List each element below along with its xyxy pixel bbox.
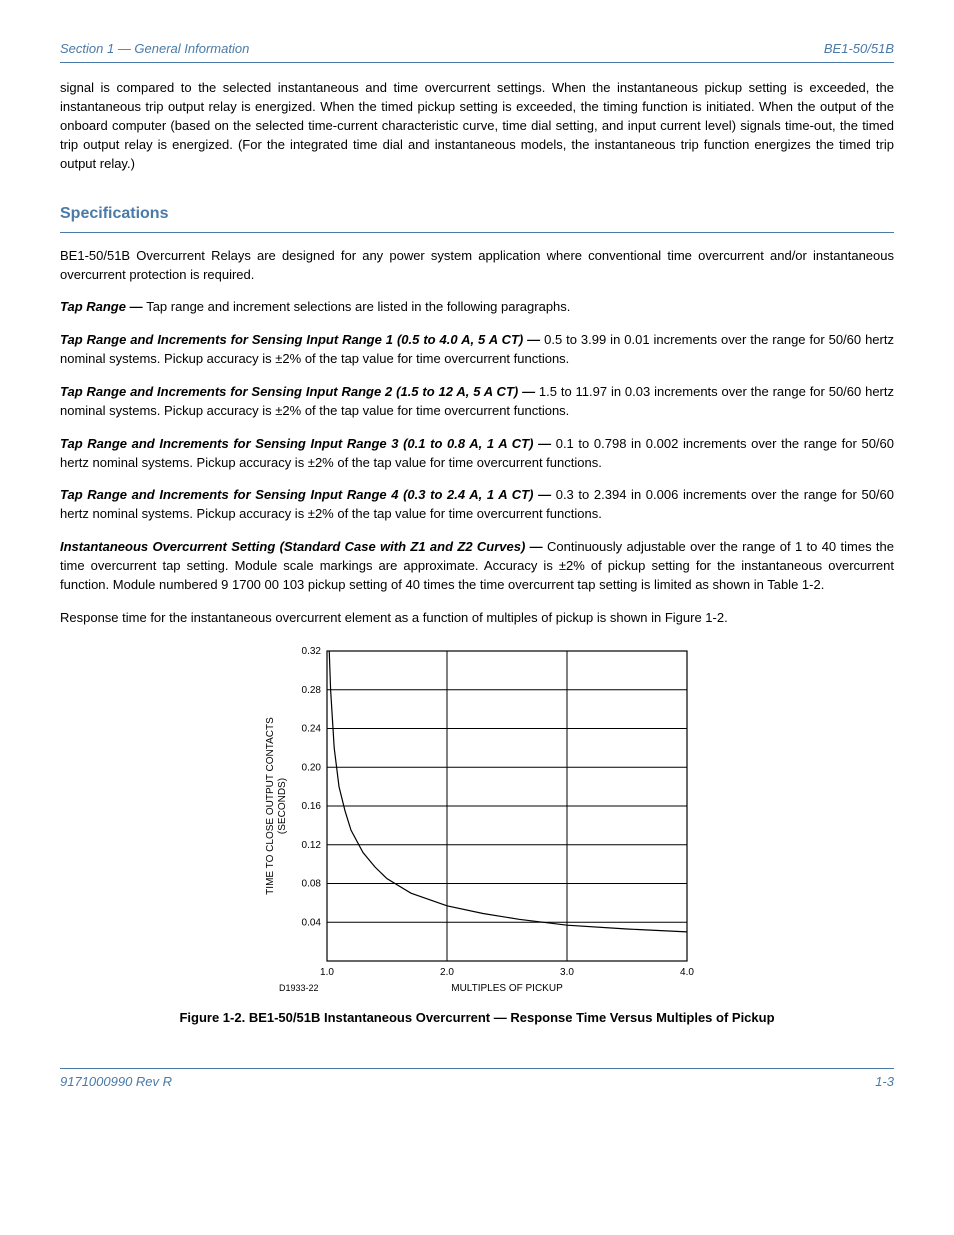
svg-text:0.12: 0.12 (302, 840, 322, 851)
spec-para-head: Tap Range and Increments for Sensing Inp… (60, 332, 544, 347)
spec-para-head: Tap Range — (60, 299, 146, 314)
spec-paragraph: Tap Range — Tap range and increment sele… (60, 298, 894, 317)
svg-text:(SECONDS): (SECONDS) (277, 778, 288, 834)
svg-text:4.0: 4.0 (680, 967, 694, 978)
intro-paragraph: signal is compared to the selected insta… (60, 79, 894, 173)
spec-paragraph: Response time for the instantaneous over… (60, 609, 894, 628)
spec-paragraph: Tap Range and Increments for Sensing Inp… (60, 486, 894, 524)
footer-right: 1-3 (875, 1073, 894, 1091)
spec-para-head: Tap Range and Increments for Sensing Inp… (60, 384, 539, 399)
spec-para-head: Tap Range and Increments for Sensing Inp… (60, 487, 556, 502)
page-header: Section 1 — General Information BE1-50/5… (60, 40, 894, 58)
svg-text:3.0: 3.0 (560, 967, 574, 978)
header-left: Section 1 — General Information (60, 40, 249, 58)
svg-text:0.08: 0.08 (302, 879, 322, 890)
svg-text:1.0: 1.0 (320, 967, 334, 978)
svg-text:MULTIPLES OF PICKUP: MULTIPLES OF PICKUP (451, 983, 563, 994)
svg-text:0.28: 0.28 (302, 685, 322, 696)
section-rule (60, 232, 894, 233)
spec-paragraph: BE1-50/51B Overcurrent Relays are design… (60, 247, 894, 285)
chart-container: 1.0 2.0 3.0 4.0 0.04 0.08 0.12 0.16 0.20 0.24 0.28… (60, 641, 894, 1001)
spec-paragraph: Instantaneous Overcurrent Setting (Stand… (60, 538, 894, 595)
svg-text:TIME TO CLOSE OUTPUT CONTACTS: TIME TO CLOSE OUTPUT CONTACTS (265, 717, 276, 895)
svg-text:0.32: 0.32 (302, 646, 322, 657)
spec-paragraphs-container: BE1-50/51B Overcurrent Relays are design… (60, 247, 894, 628)
spec-paragraph: Tap Range and Increments for Sensing Inp… (60, 331, 894, 369)
header-right: BE1-50/51B (824, 40, 894, 58)
svg-text:0.16: 0.16 (302, 801, 322, 812)
svg-text:0.24: 0.24 (302, 724, 322, 735)
svg-text:0.04: 0.04 (302, 918, 322, 929)
chart-figure: 1.0 2.0 3.0 4.0 0.04 0.08 0.12 0.16 0.20 0.24 0.28… (237, 641, 717, 1001)
spec-paragraph: Tap Range and Increments for Sensing Inp… (60, 435, 894, 473)
page-footer: 9171000990 Rev R 1-3 (60, 1068, 894, 1091)
header-rule (60, 62, 894, 63)
spec-para-head: Instantaneous Overcurrent Setting (Stand… (60, 539, 547, 554)
svg-text:0.20: 0.20 (302, 763, 322, 774)
svg-text:2.0: 2.0 (440, 967, 454, 978)
svg-text:D1933-22: D1933-22 (279, 983, 319, 993)
spec-paragraph: Tap Range and Increments for Sensing Inp… (60, 383, 894, 421)
figure-caption: Figure 1-2. BE1-50/51B Instantaneous Ove… (60, 1009, 894, 1027)
footer-left: 9171000990 Rev R (60, 1073, 172, 1091)
spec-para-head: Tap Range and Increments for Sensing Inp… (60, 436, 556, 451)
section-heading: Specifications (60, 203, 894, 225)
